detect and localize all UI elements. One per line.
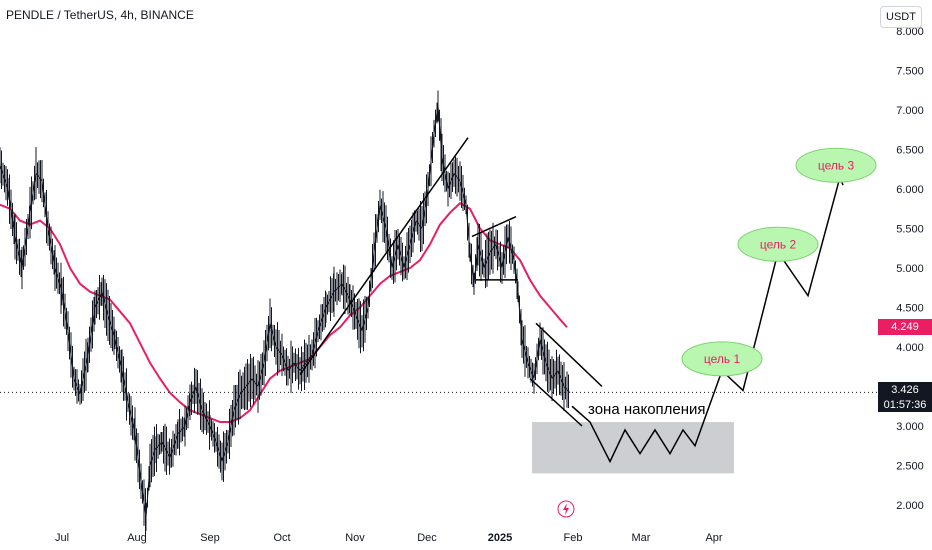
trendline — [535, 322, 603, 388]
y-tick-label: 7.500 — [896, 66, 924, 78]
y-tick-label: 4.000 — [896, 342, 924, 354]
y-tick-label: 6.000 — [896, 184, 924, 196]
y-tick-label: 2.500 — [896, 461, 924, 473]
time-axis[interactable]: Jul Aug Sep Oct Nov Dec 2025 Feb Mar Apr — [55, 532, 723, 544]
y-tick-label: 6.500 — [896, 145, 924, 157]
ma-path — [0, 201, 568, 424]
moving-average-line — [0, 201, 568, 424]
target-bubble — [681, 341, 763, 377]
countdown-tag: 01:57:36 — [878, 398, 932, 413]
trendline — [299, 137, 469, 376]
x-tick-label: Apr — [705, 532, 722, 544]
target-bubble — [737, 226, 819, 262]
x-tick-label: Nov — [345, 532, 365, 544]
y-tick-label: 4.500 — [896, 303, 924, 315]
price-line — [0, 90, 571, 539]
y-tick-label: 2.000 — [896, 500, 924, 512]
projection-line — [571, 176, 841, 464]
y-tick-label: 5.500 — [896, 224, 924, 236]
x-tick-label: Jul — [55, 532, 69, 544]
y-tick-label: 3.000 — [896, 421, 924, 433]
y-tick-label: 7.000 — [896, 105, 924, 117]
lightning-glyph — [563, 503, 569, 515]
target-label: цель 3 — [818, 158, 855, 172]
trendline — [471, 215, 517, 238]
target-label: цель 1 — [704, 352, 741, 366]
trendline — [529, 378, 583, 427]
currency-button[interactable]: USDT — [880, 6, 922, 28]
x-tick-label: Aug — [127, 532, 147, 544]
y-tick-label: 5.000 — [896, 263, 924, 275]
x-tick-label: Sep — [200, 532, 220, 544]
accumulation-zone: зона накопления — [532, 401, 734, 474]
last-price-tag: 3.426 — [878, 382, 932, 399]
x-tick-label: Mar — [632, 532, 651, 544]
zone-rect — [532, 422, 734, 474]
target-labels: цель 1 цель 2 цель 3 — [681, 147, 877, 377]
x-tick-label: Oct — [273, 532, 290, 544]
x-tick-label: Dec — [417, 532, 437, 544]
ma-price-tag: 4.249 — [878, 319, 932, 336]
projection-path — [571, 176, 844, 464]
price-path — [0, 105, 571, 517]
symbol-title: PENDLE / TetherUS, 4h, BINANCE — [6, 8, 194, 22]
chart-overlays — [0, 391, 878, 518]
zone-label: зона накопления — [588, 401, 706, 418]
x-tick-label: 2025 — [488, 532, 512, 544]
drawn-trendlines — [299, 137, 603, 427]
price-axis[interactable]: 2.0002.5003.0003.5004.0004.5005.0005.500… — [896, 26, 924, 512]
target-label: цель 2 — [760, 237, 797, 251]
x-tick-label: Feb — [564, 532, 583, 544]
y-tick-label: 8.000 — [896, 26, 924, 38]
target-bubble — [795, 147, 877, 183]
